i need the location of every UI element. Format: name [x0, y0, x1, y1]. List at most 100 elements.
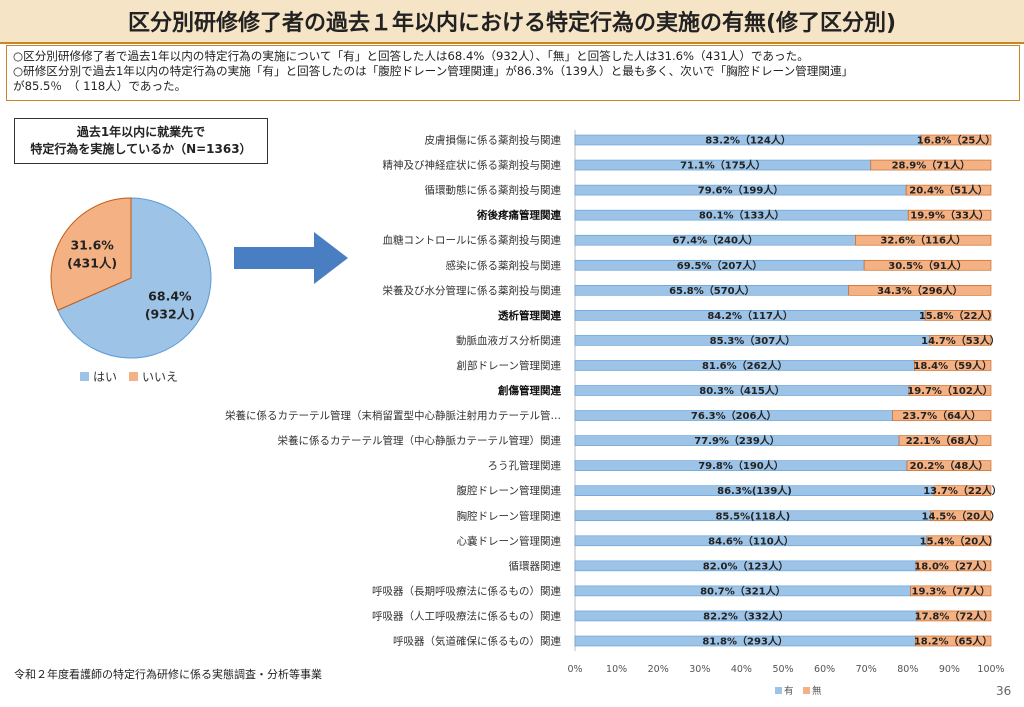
bar-no — [916, 610, 992, 622]
bar-no-label: 22.1%（68人） — [906, 434, 985, 447]
bar-no-label: 18.2%（65人） — [914, 635, 993, 648]
category-label: 術後疼痛管理関連 — [476, 209, 561, 222]
bar-yes-label: 80.7%（321人） — [700, 584, 786, 597]
x-tick-label: 70% — [856, 664, 877, 675]
bar-yes-label: 65.8%（570人） — [669, 284, 755, 297]
bar-no — [908, 385, 992, 396]
bar-no-label: 14.7%（53人） — [921, 334, 1000, 347]
bar-yes-label: 80.3%（415人） — [699, 384, 785, 397]
arrow-shape — [234, 232, 348, 284]
x-tick-label: 10% — [606, 664, 627, 675]
bar-yes-label: 84.6%（110人） — [708, 534, 794, 547]
x-tick-label: 80% — [897, 664, 918, 675]
source-footnote: 令和２年度看護師の特定行為研修に係る実態調査・分析等事業 — [14, 668, 322, 681]
bar-no — [926, 535, 992, 547]
bar-yes-label: 80.1%（133人） — [699, 209, 785, 222]
x-tick-label: 0% — [567, 664, 582, 675]
bar-yes-label: 67.4%（240人） — [672, 234, 758, 247]
pie-slice-yes — [57, 197, 212, 359]
bar-yes-label: 85.5%(118人) — [715, 509, 790, 522]
category-label: 呼吸器（長期呼吸療法に係るもの）関連 — [372, 584, 561, 597]
bar-no — [914, 635, 992, 647]
pie-count-label: (431人) — [67, 256, 117, 271]
pie-legend-label: はい — [93, 370, 117, 384]
bar-yes-label: 69.5%（207人） — [677, 259, 763, 272]
bar-legend-label: 無 — [812, 685, 822, 697]
bar-no-label: 20.2%（48人） — [910, 459, 989, 472]
page-number: 36 — [996, 684, 1012, 698]
bar-no — [933, 485, 992, 497]
bar-no-label: 34.3%（296人） — [877, 284, 963, 297]
category-label: 精神及び神経症状に係る薬剤投与関連 — [383, 159, 562, 172]
category-label: 創部ドレーン管理関連 — [457, 359, 562, 372]
bar-no — [906, 460, 992, 471]
page-title: 区分別研修修了者の過去１年以内における特定行為の実施の有無(修了区分別) — [127, 11, 897, 36]
bar-yes-label: 76.3%（206人） — [691, 409, 777, 422]
pie-count-label: (932人) — [145, 306, 195, 321]
x-tick-label: 30% — [689, 664, 710, 675]
bar-no — [915, 560, 992, 572]
summary-line-2: ○研修区分別で過去1年以内の特定行為の実施「有」と回答したのは「腹腔ドレーン管理… — [13, 64, 854, 78]
bar-legend-label: 有 — [784, 685, 794, 697]
summary-box: ○区分別研修修了者で過去1年以内の特定行為の実施について「有」と回答した人は68… — [6, 45, 1020, 101]
pie-title-line-1: 過去1年以内に就業先で — [76, 125, 206, 139]
category-label: 栄養に係るカテーテル管理（末梢留置型中心静脈注射用カテーテル管… — [225, 409, 561, 422]
category-label: 透析管理関連 — [498, 309, 561, 322]
bar-yes-label: 82.2%（332人） — [703, 609, 789, 622]
bar-yes-label: 83.2%（124人） — [705, 134, 791, 147]
title-bar: 区分別研修修了者の過去１年以内における特定行為の実施の有無(修了区分別) — [0, 0, 1024, 44]
pie-title-line-2: 特定行為を実施しているか（N=1363） — [30, 142, 252, 156]
category-label: 呼吸器（人工呼吸療法に係るもの）関連 — [372, 609, 561, 622]
x-tick-label: 60% — [814, 664, 835, 675]
bar-no — [898, 435, 992, 446]
category-label: ろう孔管理関連 — [488, 459, 562, 472]
bar-no — [905, 184, 992, 196]
bar-no-label: 19.3%（77人） — [912, 584, 991, 597]
bar-no-label: 18.4%（59人） — [913, 359, 992, 372]
bar-no-label: 18.0%（27人） — [914, 559, 993, 572]
x-tick-label: 90% — [939, 664, 960, 675]
bar-no-label: 17.8%（72人） — [915, 609, 994, 622]
pie-slice-no — [50, 197, 132, 311]
category-label: 創傷管理関連 — [497, 384, 561, 397]
pie-legend-label: いいえ — [142, 370, 178, 384]
bar-no — [848, 284, 992, 296]
bar-no — [924, 310, 992, 321]
category-label: 循環器関連 — [509, 559, 562, 572]
arrow-right-icon — [234, 232, 348, 284]
pie-legend-swatch — [80, 372, 89, 381]
bar-no-label: 16.8%（25人） — [917, 134, 996, 147]
category-label: 動脈血液ガス分析関連 — [456, 334, 561, 347]
bar-yes-label: 85.3%（307人） — [710, 334, 796, 347]
x-tick-label: 20% — [648, 664, 669, 675]
category-label: 血糖コントロールに係る薬剤投与関連 — [383, 234, 562, 247]
bar-no-label: 14.5%（20人） — [922, 509, 1001, 522]
bar-no — [892, 410, 992, 421]
bar-no-label: 20.4%（51人） — [909, 184, 988, 197]
x-tick-label: 40% — [731, 664, 752, 675]
bar-no-label: 28.9%（71人） — [892, 159, 971, 172]
category-label: 皮膚損傷に係る薬剤投与関連 — [425, 134, 562, 147]
pie-title-box: 過去1年以内に就業先で 特定行為を実施しているか（N=1363） — [14, 118, 268, 164]
bar-no — [855, 234, 992, 246]
bar-no — [910, 585, 992, 597]
bar-yes-label: 79.6%（199人） — [698, 184, 784, 197]
bar-no-label: 13.7%（22人） — [923, 484, 1002, 497]
category-label: 栄養に係るカテーテル管理（中心静脈カテーテル管理）関連 — [278, 434, 562, 447]
bar-yes-label: 86.3%(139人) — [717, 484, 792, 497]
category-label: 感染に係る薬剤投与関連 — [446, 259, 562, 272]
bar-no — [929, 335, 992, 346]
bar-yes-label: 82.0%（123人） — [703, 559, 789, 572]
bar-no — [920, 134, 992, 146]
category-label: 心嚢ドレーン管理関連 — [457, 534, 562, 547]
category-label: 循環動態に係る薬剤投与関連 — [425, 184, 562, 197]
bar-no-label: 19.7%（102人） — [907, 384, 993, 397]
summary-line-1: ○区分別研修修了者で過去1年以内の特定行為の実施について「有」と回答した人は68… — [13, 49, 809, 63]
bar-no — [907, 209, 992, 221]
category-label: 腹腔ドレーン管理関連 — [457, 484, 562, 497]
bar-no-label: 19.9%（33人） — [910, 209, 989, 222]
bar-legend-swatch — [775, 687, 782, 694]
summary-line-3: が85.5％ （ 118人）であった。 — [13, 79, 187, 93]
pie-chart: 68.4% (932人) 31.6% (431人) はい いいえ — [50, 197, 212, 384]
